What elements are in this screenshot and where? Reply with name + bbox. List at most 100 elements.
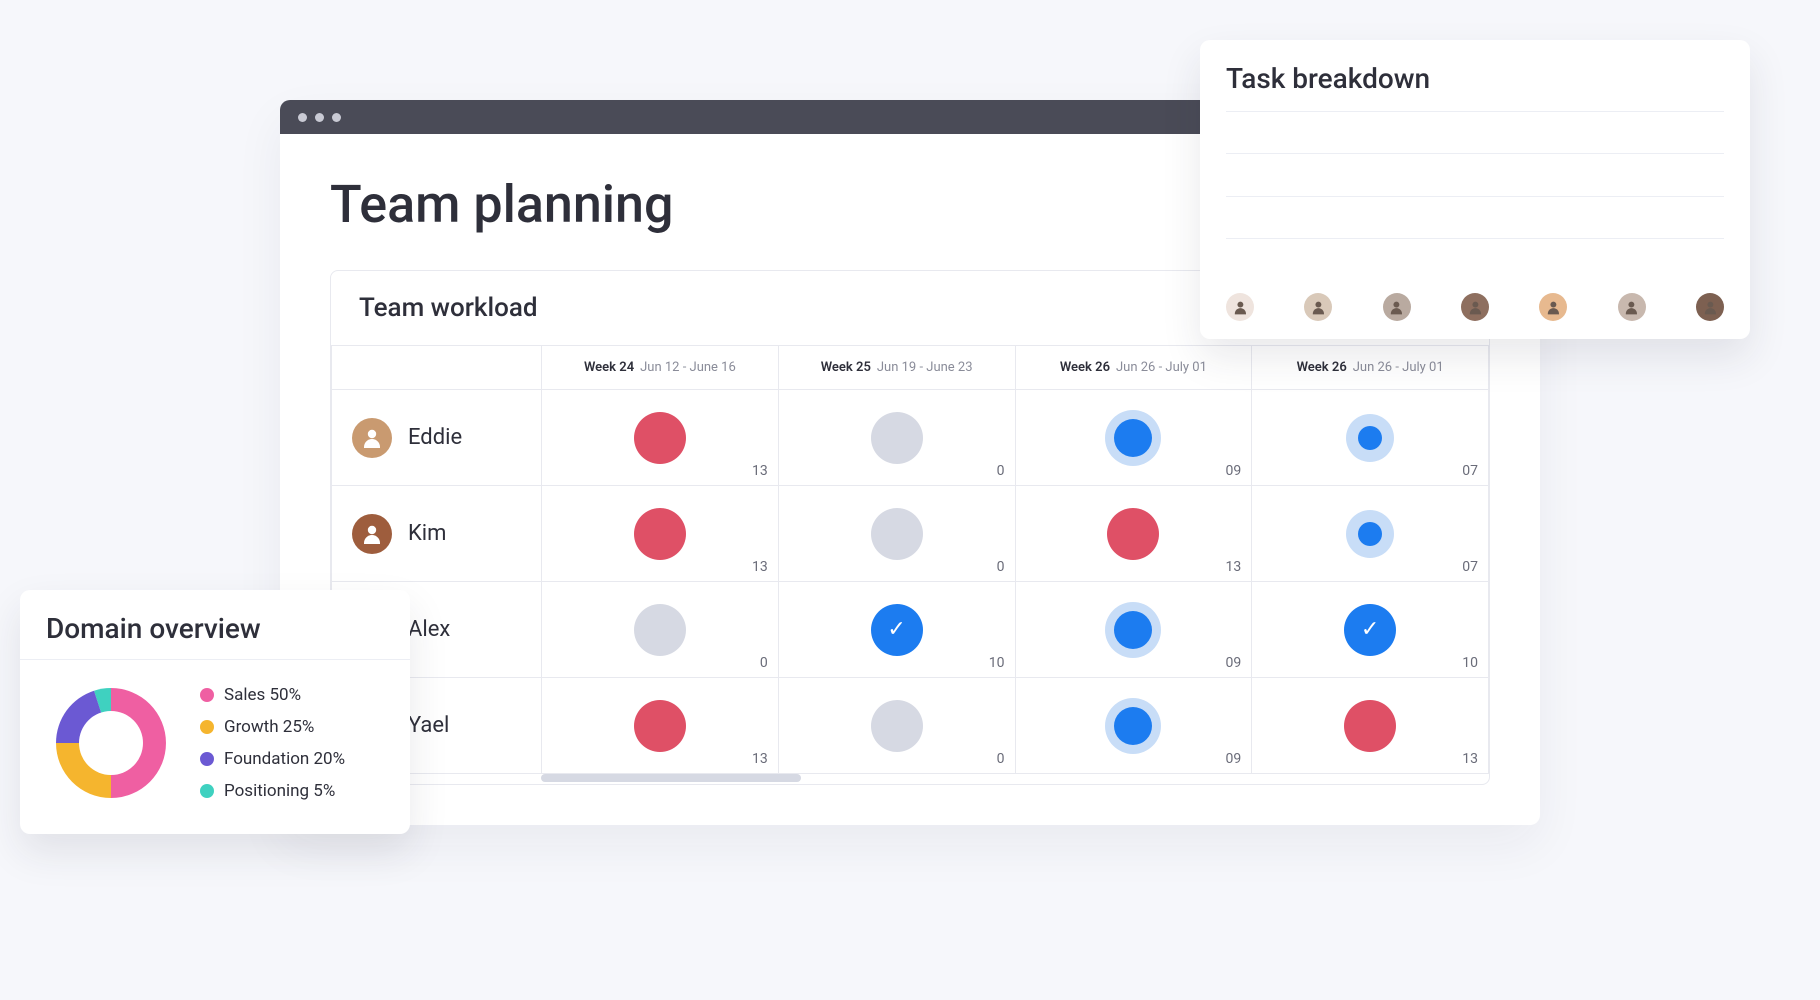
workload-cell[interactable]: 07: [1252, 486, 1489, 582]
workload-cell[interactable]: 13: [542, 678, 779, 774]
cell-value: 0: [997, 559, 1005, 575]
domain-overview-title: Domain overview: [46, 612, 384, 645]
table-row: Kim 13 0 13 07: [332, 486, 1489, 582]
avatar: [1539, 293, 1567, 321]
workload-col-header: Week 25Jun 19 - June 23: [778, 346, 1015, 390]
workload-col-header: Week 24Jun 12 - June 16: [542, 346, 779, 390]
person-name: Alex: [408, 617, 450, 642]
person-cell: Eddie: [332, 390, 542, 486]
table-row: Eddie 13 0 09 07: [332, 390, 1489, 486]
cell-value: 13: [1462, 751, 1478, 767]
cell-value: 10: [989, 655, 1005, 671]
divider: [20, 659, 410, 660]
workload-cell[interactable]: 09: [1015, 582, 1252, 678]
person-cell: Kim: [332, 486, 542, 582]
avatar: [1618, 293, 1646, 321]
status-dot: [871, 412, 923, 464]
avatar: [1696, 293, 1724, 321]
domain-legend: Sales 50% Growth 25% Foundation 20% Positio…: [200, 685, 345, 801]
workload-cell[interactable]: 13: [1252, 678, 1489, 774]
legend-swatch: [200, 688, 214, 702]
window-dot-icon: [298, 113, 307, 122]
status-dot: [871, 700, 923, 752]
scroll-thumb[interactable]: [541, 774, 801, 782]
workload-cell[interactable]: ✓ 10: [778, 582, 1015, 678]
check-icon: ✓: [1361, 617, 1379, 642]
avatar: [1383, 293, 1411, 321]
cell-value: 0: [760, 655, 768, 671]
legend-label: Positioning 5%: [224, 781, 335, 801]
status-dot: ✓: [1344, 604, 1396, 656]
workload-col-person: [332, 346, 542, 390]
legend-item: Sales 50%: [200, 685, 345, 705]
status-dot: [1346, 510, 1394, 558]
workload-table: Week 24Jun 12 - June 16 Week 25Jun 19 - …: [331, 345, 1489, 774]
workload-cell[interactable]: 0: [778, 390, 1015, 486]
domain-donut-chart: [46, 678, 176, 808]
status-dot: [1107, 508, 1159, 560]
status-dot: [1105, 410, 1161, 466]
cell-value: 07: [1462, 559, 1478, 575]
person-name: Eddie: [408, 425, 462, 450]
table-row: Alex 0 ✓ 10 09 ✓ 10: [332, 582, 1489, 678]
cell-value: 0: [997, 751, 1005, 767]
table-row: Yael 13 0 09 13: [332, 678, 1489, 774]
status-dot: [1105, 698, 1161, 754]
status-dot: [634, 508, 686, 560]
workload-col-header: Week 26Jun 26 - July 01: [1252, 346, 1489, 390]
workload-cell[interactable]: 13: [1015, 486, 1252, 582]
cell-value: 09: [1226, 751, 1242, 767]
window-dot-icon: [332, 113, 341, 122]
legend-label: Growth 25%: [224, 717, 314, 737]
status-dot: [1346, 414, 1394, 462]
workload-cell[interactable]: 13: [542, 390, 779, 486]
status-dot: [634, 412, 686, 464]
status-dot: [1344, 700, 1396, 752]
avatar: [1461, 293, 1489, 321]
legend-item: Positioning 5%: [200, 781, 345, 801]
legend-label: Sales 50%: [224, 685, 301, 705]
status-dot: [871, 508, 923, 560]
task-breakdown-title: Task breakdown: [1226, 62, 1724, 95]
workload-cell[interactable]: 09: [1015, 678, 1252, 774]
workload-cell[interactable]: 0: [542, 582, 779, 678]
legend-swatch: [200, 752, 214, 766]
cell-value: 0: [997, 463, 1005, 479]
status-dot: [634, 604, 686, 656]
legend-label: Foundation 20%: [224, 749, 345, 769]
workload-cell[interactable]: 09: [1015, 390, 1252, 486]
avatar: [1226, 293, 1254, 321]
cell-value: 09: [1226, 655, 1242, 671]
person-name: Yael: [408, 713, 449, 738]
cell-value: 13: [752, 559, 768, 575]
cell-value: 13: [752, 751, 768, 767]
status-dot: ✓: [871, 604, 923, 656]
task-breakdown-avatars: [1226, 293, 1724, 321]
task-breakdown-chart: [1226, 111, 1724, 281]
person-name: Kim: [408, 521, 446, 546]
avatar: [1304, 293, 1332, 321]
legend-item: Foundation 20%: [200, 749, 345, 769]
avatar: [352, 514, 392, 554]
workload-cell[interactable]: 0: [778, 486, 1015, 582]
domain-overview-card: Domain overview Sales 50% Growth 25% Found…: [20, 590, 410, 834]
cell-value: 10: [1462, 655, 1478, 671]
cell-value: 13: [1226, 559, 1242, 575]
workload-cell[interactable]: 07: [1252, 390, 1489, 486]
avatar: [352, 418, 392, 458]
workload-cell[interactable]: ✓ 10: [1252, 582, 1489, 678]
workload-cell[interactable]: 0: [778, 678, 1015, 774]
status-dot: [1105, 602, 1161, 658]
workload-col-header: Week 26Jun 26 - July 01: [1015, 346, 1252, 390]
window-dot-icon: [315, 113, 324, 122]
status-dot: [634, 700, 686, 752]
workload-cell[interactable]: 13: [542, 486, 779, 582]
chart-grid: [1226, 112, 1724, 281]
cell-value: 07: [1462, 463, 1478, 479]
legend-swatch: [200, 720, 214, 734]
horizontal-scrollbar[interactable]: [541, 774, 1279, 784]
cell-value: 13: [752, 463, 768, 479]
check-icon: ✓: [887, 617, 905, 642]
cell-value: 09: [1226, 463, 1242, 479]
legend-item: Growth 25%: [200, 717, 345, 737]
